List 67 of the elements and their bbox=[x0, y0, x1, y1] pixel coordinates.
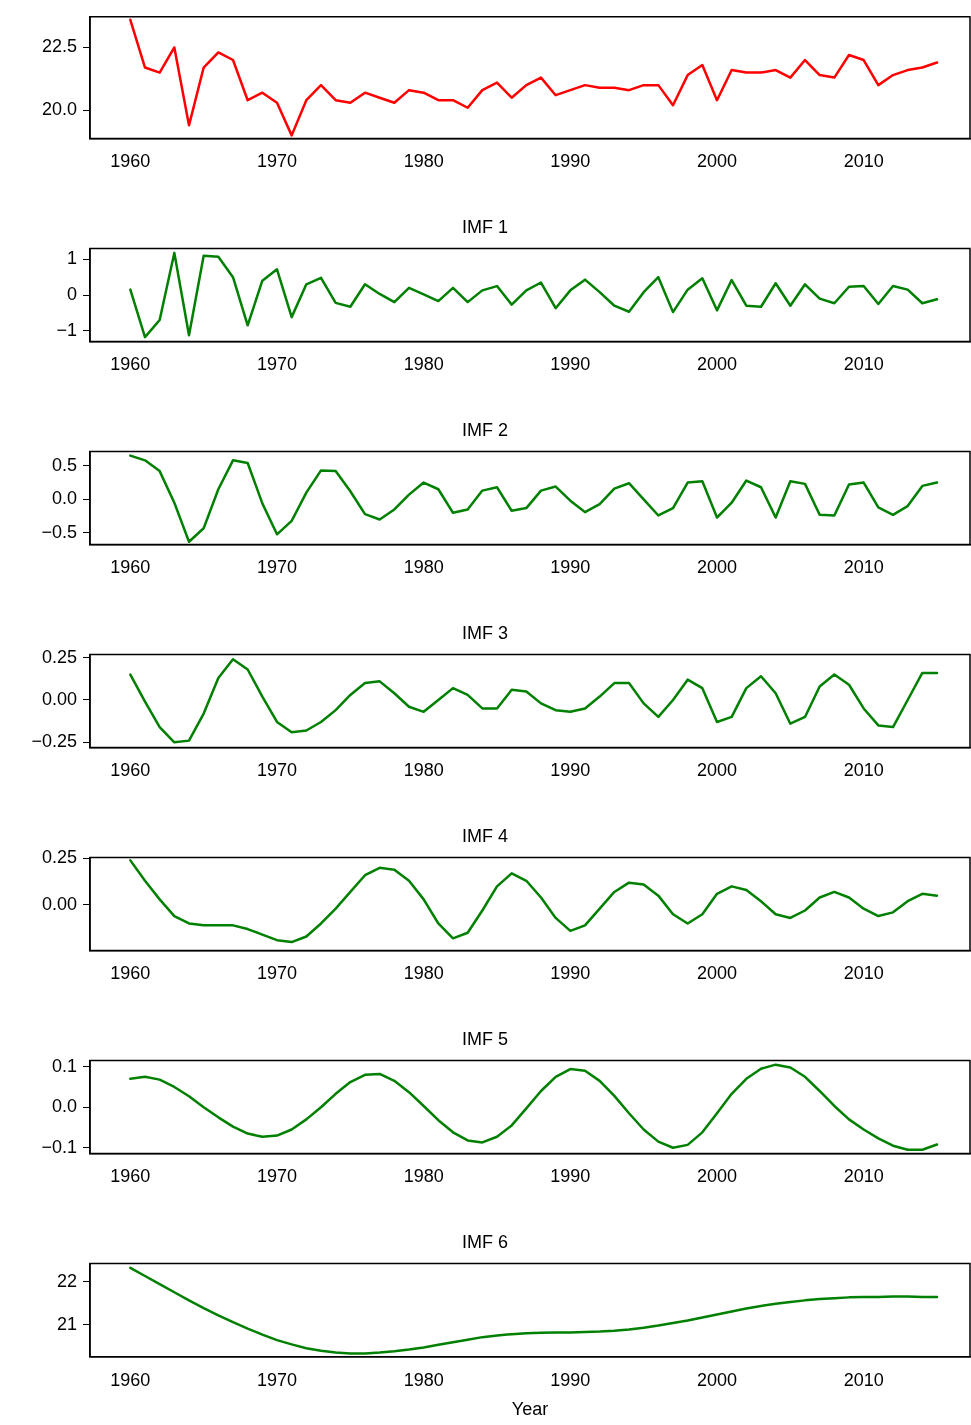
x-tick-label: 1960 bbox=[110, 1166, 151, 1187]
x-tick-label: 1980 bbox=[403, 557, 444, 578]
x-tick-label: 2010 bbox=[843, 151, 884, 172]
x-tick-label: 1960 bbox=[110, 354, 151, 375]
x-tick-label: 2000 bbox=[696, 1369, 738, 1390]
chart-title: IMF 6 bbox=[461, 1231, 509, 1252]
y-tick-label: 0.0 bbox=[51, 1096, 77, 1117]
x-tick-label: 1990 bbox=[550, 1166, 591, 1187]
y-tick-label: 21 bbox=[56, 1313, 77, 1334]
y-tick-label: 1 bbox=[66, 248, 77, 269]
y-tick-label: −0.5 bbox=[41, 521, 77, 542]
x-tick-label: 1960 bbox=[110, 557, 151, 578]
x-tick-label: 1960 bbox=[110, 1369, 151, 1390]
chart-title: IMF 1 bbox=[461, 216, 509, 237]
x-tick-label: 1980 bbox=[403, 760, 444, 781]
x-tick-label: 2000 bbox=[696, 557, 738, 578]
x-tick-label: 1960 bbox=[110, 760, 151, 781]
y-tick-label: 22 bbox=[56, 1270, 77, 1291]
x-tick-label: 1980 bbox=[403, 1166, 444, 1187]
x-tick-label: 1980 bbox=[403, 151, 444, 172]
chart-title: IMF 5 bbox=[461, 1028, 509, 1049]
x-tick-label: 2010 bbox=[843, 1166, 884, 1187]
x-tick-label: 2010 bbox=[843, 1369, 884, 1390]
x-tick-label: 2010 bbox=[843, 557, 884, 578]
x-tick-label: 2010 bbox=[843, 760, 884, 781]
y-tick-label: 0.25 bbox=[41, 847, 77, 868]
x-tick-label: 1990 bbox=[550, 557, 591, 578]
x-tick-label: 1980 bbox=[403, 1369, 444, 1390]
y-tick-label: 0.00 bbox=[41, 893, 77, 914]
y-tick-label: 22.5 bbox=[41, 36, 77, 57]
y-tick-label: 0.5 bbox=[51, 454, 77, 475]
y-tick-label: 0.1 bbox=[51, 1055, 77, 1076]
y-tick-label: 0 bbox=[66, 283, 77, 304]
x-axis-title: Year bbox=[511, 1399, 549, 1420]
y-tick-label: −1 bbox=[56, 319, 77, 340]
y-tick-label: 0.00 bbox=[41, 688, 77, 709]
x-tick-label: 1990 bbox=[550, 151, 591, 172]
x-tick-label: 1970 bbox=[256, 1166, 298, 1187]
x-tick-label: 2000 bbox=[696, 963, 738, 984]
x-tick-label: 1970 bbox=[256, 1369, 298, 1390]
x-tick-label: 1980 bbox=[403, 963, 444, 984]
x-tick-label: 2000 bbox=[696, 760, 738, 781]
chart-title: IMF 4 bbox=[461, 825, 509, 846]
x-tick-label: 1990 bbox=[550, 963, 591, 984]
x-tick-label: 1980 bbox=[403, 354, 444, 375]
x-tick-label: 1970 bbox=[256, 963, 298, 984]
y-tick-label: −0.25 bbox=[31, 731, 77, 752]
chart-title: IMF 3 bbox=[461, 622, 509, 643]
x-tick-label: 1990 bbox=[550, 1369, 591, 1390]
x-tick-label: 1970 bbox=[256, 760, 298, 781]
x-tick-label: 2000 bbox=[696, 1166, 738, 1187]
x-tick-label: 1990 bbox=[550, 354, 591, 375]
x-tick-label: 1960 bbox=[110, 963, 151, 984]
x-tick-label: 2000 bbox=[696, 151, 738, 172]
y-tick-label: 0.0 bbox=[51, 488, 77, 509]
x-tick-label: 1970 bbox=[256, 151, 298, 172]
x-tick-label: 1990 bbox=[550, 760, 591, 781]
x-tick-label: 1970 bbox=[256, 354, 298, 375]
x-tick-label: 2010 bbox=[843, 963, 884, 984]
x-tick-label: 1960 bbox=[110, 151, 151, 172]
x-tick-label: 2000 bbox=[696, 354, 738, 375]
y-tick-label: −0.1 bbox=[41, 1136, 77, 1157]
chart-title: IMF 2 bbox=[461, 419, 509, 440]
x-tick-label: 2010 bbox=[843, 354, 884, 375]
y-tick-label: 20.0 bbox=[41, 99, 77, 120]
x-tick-label: 1970 bbox=[256, 557, 298, 578]
y-tick-label: 0.25 bbox=[41, 646, 77, 667]
